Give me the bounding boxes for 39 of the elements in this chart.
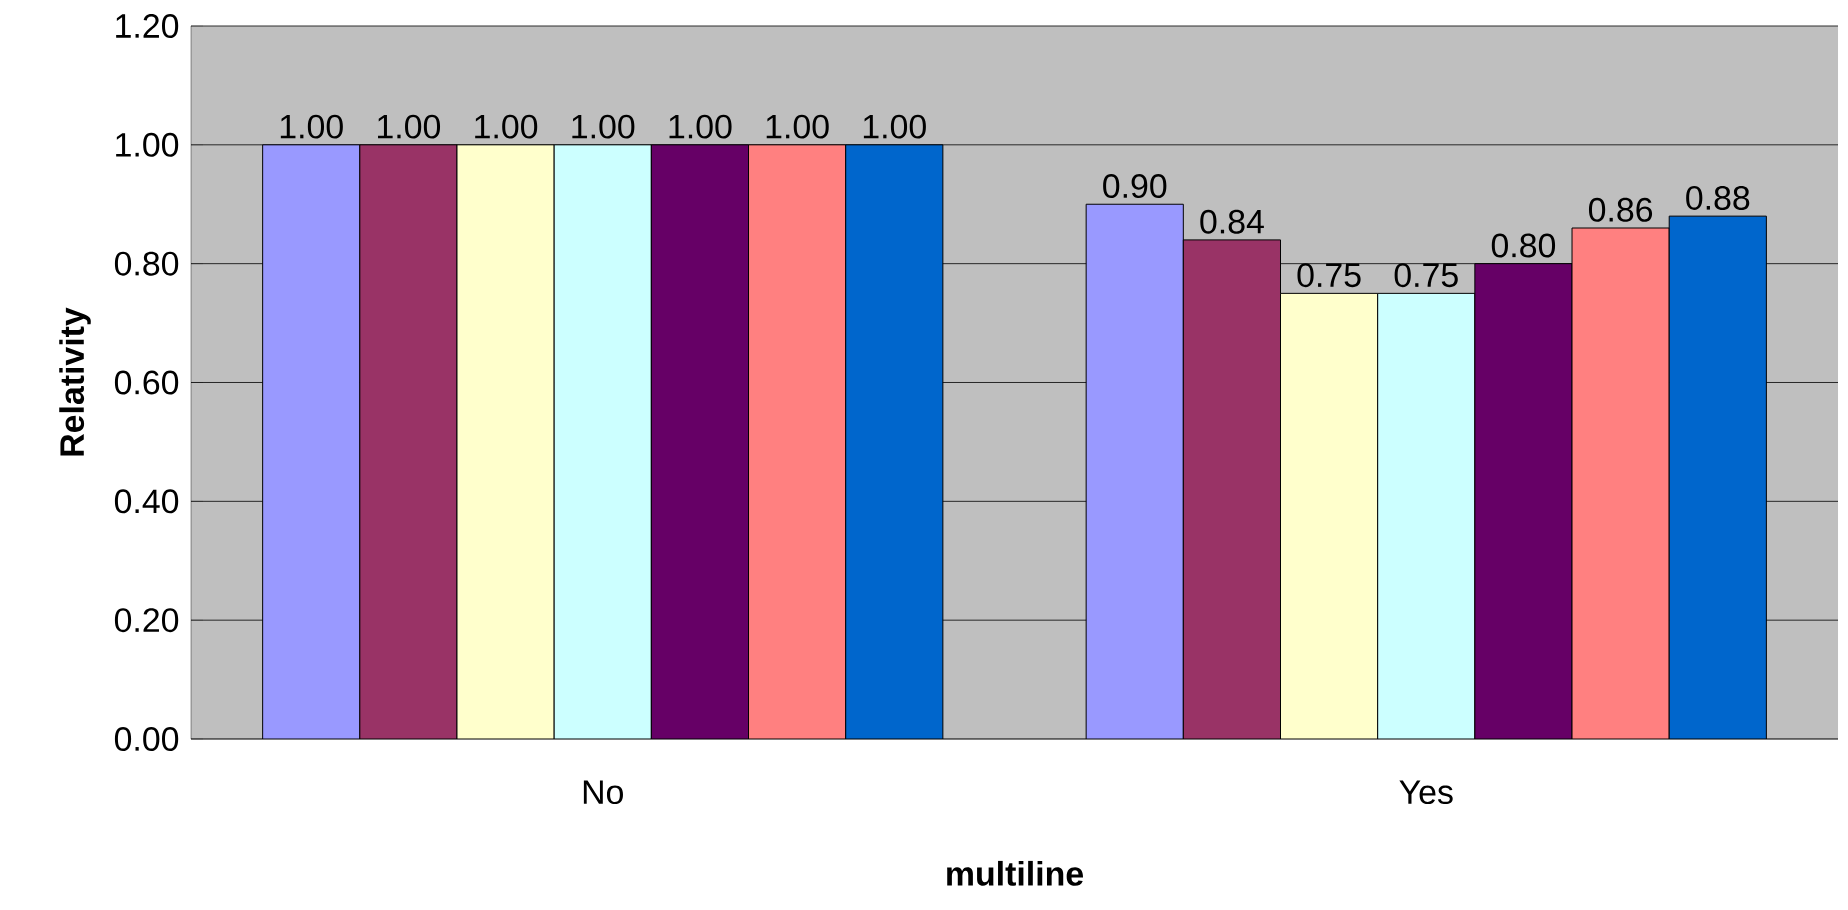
y-tick-label: 1.20 xyxy=(116,14,179,38)
x-axis-title: multiline xyxy=(947,860,1084,886)
bar xyxy=(748,144,847,739)
bar xyxy=(1474,263,1573,739)
bar xyxy=(553,144,652,739)
data-label: 1.00 xyxy=(280,114,343,139)
bar xyxy=(1280,292,1379,739)
data-label: 0.84 xyxy=(1200,209,1264,234)
bar xyxy=(650,144,750,739)
data-label: 1.00 xyxy=(378,114,441,139)
data-label: 1.00 xyxy=(475,114,538,139)
bar xyxy=(1085,203,1184,739)
bar xyxy=(1668,215,1767,739)
data-label: 0.86 xyxy=(1588,197,1653,222)
data-label: 1.00 xyxy=(766,114,829,139)
y-tick-label: 0.00 xyxy=(114,727,179,751)
data-label: 0.75 xyxy=(1297,263,1361,288)
bar xyxy=(1571,227,1670,739)
y-tick-label: 0.40 xyxy=(114,489,179,514)
y-tick-label: 1.00 xyxy=(116,132,179,157)
bar xyxy=(845,144,944,739)
x-tick-label: No xyxy=(583,780,623,805)
data-label: 1.00 xyxy=(572,114,635,139)
bar xyxy=(262,144,361,739)
bar xyxy=(359,144,458,739)
x-tick-label: Yes xyxy=(1399,780,1453,805)
y-tick-label: 0.80 xyxy=(114,251,179,276)
bar xyxy=(1377,292,1476,739)
data-label: 0.80 xyxy=(1491,233,1556,258)
bar xyxy=(1182,239,1281,739)
y-tick-label: 0.20 xyxy=(114,608,179,633)
data-label: 0.88 xyxy=(1686,185,1750,210)
data-label: 1.00 xyxy=(669,114,732,139)
y-tick-label: 0.60 xyxy=(114,370,179,395)
data-label: 0.75 xyxy=(1394,263,1458,288)
y-axis-title: Relativity xyxy=(59,307,91,456)
data-label: 1.00 xyxy=(863,114,926,139)
data-label: 0.90 xyxy=(1103,174,1167,199)
bar xyxy=(456,144,555,739)
